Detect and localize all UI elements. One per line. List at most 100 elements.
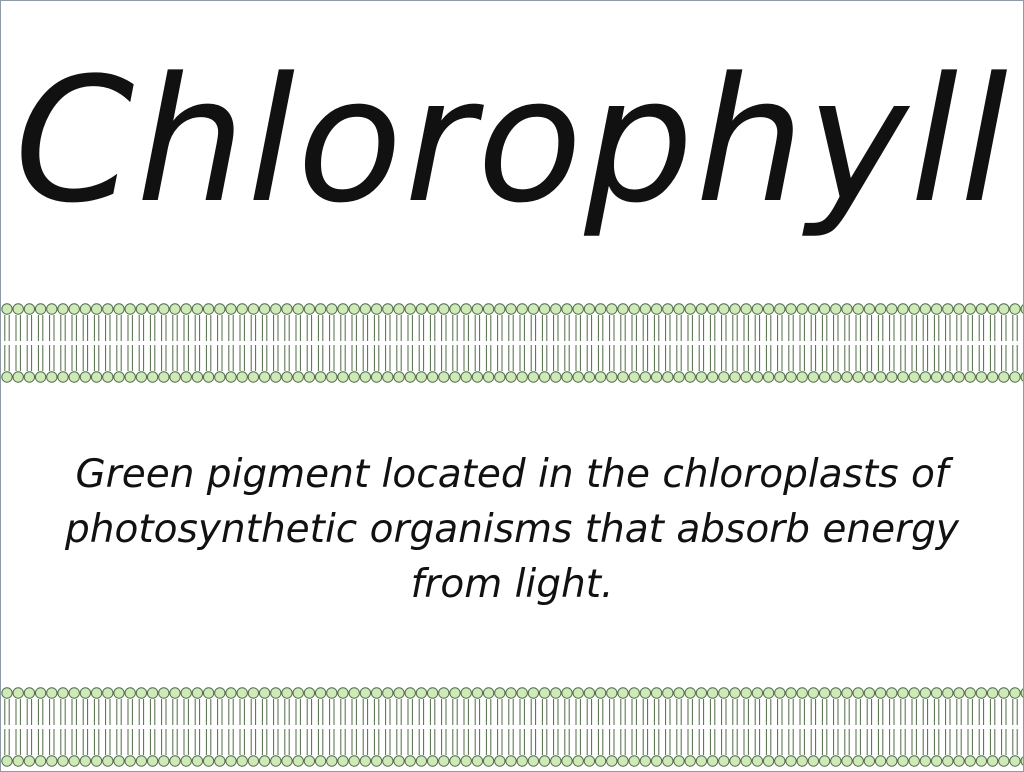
phospholipid-pair: [382, 303, 394, 383]
phospholipid-pair: [516, 687, 528, 767]
phospholipid-pair: [729, 687, 741, 767]
phospholipid-pair: [774, 687, 786, 767]
phospholipid-pair: [986, 687, 999, 767]
phospholipid-pair: [281, 303, 293, 383]
phospholipid-pair: [662, 687, 674, 767]
phospholipid-pair: [23, 303, 36, 383]
phospholipid-pair: [606, 687, 618, 767]
phospholipid-pair: [684, 687, 696, 767]
phospholipid-pair: [113, 687, 125, 767]
phospholipid-pair: [561, 303, 573, 383]
phospholipid-pair: [449, 687, 461, 767]
phospholipid-pair: [886, 687, 898, 767]
phospholipid-pair: [617, 687, 629, 767]
phospholipid-pair: [135, 303, 148, 383]
phospholipid-pair: [393, 687, 405, 767]
phospholipid-pair: [68, 687, 80, 767]
phospholipid-pair: [102, 303, 114, 383]
phospholipid-pair: [415, 687, 428, 767]
phospholipid-pair: [975, 303, 988, 383]
phospholipid-pair: [684, 303, 696, 383]
phospholipid-pair: [348, 303, 360, 383]
phospholipid-pair: [583, 303, 596, 383]
phospholipid-pair: [852, 303, 864, 383]
phospholipid-pair: [292, 687, 304, 767]
phospholipid-pair: [561, 687, 573, 767]
phospholipid-pair: [124, 687, 136, 767]
phospholipid-pair: [370, 687, 383, 767]
phospholipid-pair: [572, 687, 584, 767]
phospholipid-pair: [841, 687, 853, 767]
phospholipid-pair: [169, 687, 181, 767]
phospholipid-pair: [191, 303, 204, 383]
phospholipid-pair: [740, 687, 752, 767]
phospholipid-pair: [930, 303, 943, 383]
phospholipid-pair: [785, 303, 797, 383]
phospholipid-pair: [12, 687, 24, 767]
phospholipid-pair: [863, 687, 876, 767]
phospholipid-pair: [438, 303, 450, 383]
phospholipid-pair: [79, 303, 92, 383]
phospholipid-pair: [270, 687, 282, 767]
phospholipid-pair: [998, 687, 1010, 767]
phospholipid-pair: [1020, 688, 1023, 766]
phospholipid-pair: [673, 687, 685, 767]
phospholipid-pair: [975, 687, 988, 767]
phospholipid-pair: [34, 687, 47, 767]
phospholipid-pair: [751, 687, 764, 767]
phospholipid-pair: [370, 303, 383, 383]
phospholipid-pair: [57, 687, 69, 767]
phospholipid-pair: [527, 687, 540, 767]
phospholipid-pair: [482, 303, 495, 383]
phospholipid-pair: [807, 303, 820, 383]
phospholipid-pair: [639, 687, 652, 767]
phospholipid-pair: [695, 687, 708, 767]
phospholipid-pair: [706, 303, 719, 383]
phospholipid-pair: [606, 303, 618, 383]
phospholipid-pair: [68, 303, 80, 383]
phospholipid-pair: [673, 303, 685, 383]
phospholipid-pair: [113, 303, 125, 383]
phospholipid-pair: [460, 303, 472, 383]
phospholipid-pair: [202, 687, 215, 767]
phospholipid-pair: [628, 303, 640, 383]
phospholipid-pair: [527, 303, 540, 383]
phospholipid-pair: [1020, 304, 1023, 382]
phospholipid-pair: [774, 303, 786, 383]
phospholipid-pair: [628, 687, 640, 767]
phospholipid-pair: [796, 303, 808, 383]
phospholipid-pair: [1009, 687, 1021, 767]
phospholipid-pair: [158, 687, 170, 767]
phospholipid-pair: [785, 687, 797, 767]
phospholipid-pair: [225, 687, 237, 767]
phospholipid-pair: [247, 303, 260, 383]
definition-text: Green pigment located in the chloroplast…: [65, 452, 959, 607]
phospholipid-pair: [998, 303, 1010, 383]
phospholipid-pair: [830, 303, 842, 383]
phospholipid-pair: [505, 687, 517, 767]
phospholipid-pair: [751, 303, 764, 383]
phospholipid-pair: [202, 303, 215, 383]
phospholipid-pair: [550, 687, 562, 767]
phospholipid-pair: [426, 303, 439, 383]
phospholipid-pair: [482, 687, 495, 767]
phospholipid-pair: [359, 687, 372, 767]
phospholipid-pair: [942, 303, 954, 383]
phospholipid-pair: [818, 687, 831, 767]
phospholipid-pair: [639, 303, 652, 383]
phospholipid-pair: [158, 303, 170, 383]
phospholipid-pair: [1, 303, 13, 383]
phospholipid-pair: [146, 687, 159, 767]
phospholipid-pair: [919, 303, 932, 383]
phospholipid-pair: [46, 687, 58, 767]
phospholipid-pair: [796, 687, 808, 767]
phospholipid-pair: [762, 687, 775, 767]
phospholipid-pair: [79, 687, 92, 767]
phospholipid-pair: [415, 303, 428, 383]
phospholipid-pair: [953, 687, 965, 767]
phospholipid-pair: [650, 303, 663, 383]
phospholipid-pair: [471, 303, 484, 383]
phospholipid-pair: [90, 687, 103, 767]
phospholipid-pair: [908, 687, 920, 767]
